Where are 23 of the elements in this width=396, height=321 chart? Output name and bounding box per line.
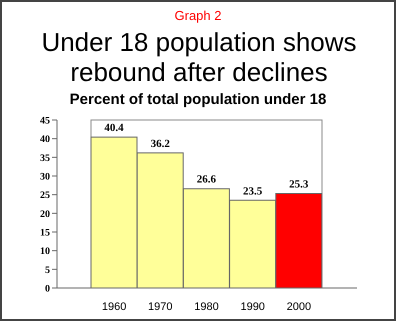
x-tick-label: 1990 <box>240 300 265 313</box>
y-tick-label: 15 <box>40 228 50 239</box>
y-tick-label: 20 <box>40 208 50 220</box>
chart-subtitle: Percent of total population under 18 <box>68 91 328 108</box>
data-label: 23.5 <box>242 185 263 198</box>
y-tick-label: 0 <box>45 284 50 295</box>
y-tick-label: 30 <box>40 172 50 183</box>
data-label: 40.4 <box>104 122 124 134</box>
y-tick-label: 10 <box>40 246 50 258</box>
x-tick-label: 1960 <box>102 300 126 313</box>
y-tick-label: 5 <box>45 264 50 276</box>
x-tick-label: 1980 <box>194 300 219 313</box>
data-label: 25.3 <box>289 178 309 191</box>
data-label: 26.6 <box>196 174 217 186</box>
y-tick-label: 35 <box>40 152 50 164</box>
x-tick-label: 2000 <box>286 300 312 313</box>
chart-title: Under 18 population shows rebound after declines <box>40 27 358 87</box>
caption: Graph 2 <box>174 8 222 23</box>
y-tick-label: 45 <box>40 116 50 127</box>
data-label: 36.2 <box>150 138 170 150</box>
y-tick-label: 25 <box>40 190 50 202</box>
x-tick-label: 1970 <box>148 300 173 313</box>
y-tick-label: 40 <box>40 134 50 146</box>
